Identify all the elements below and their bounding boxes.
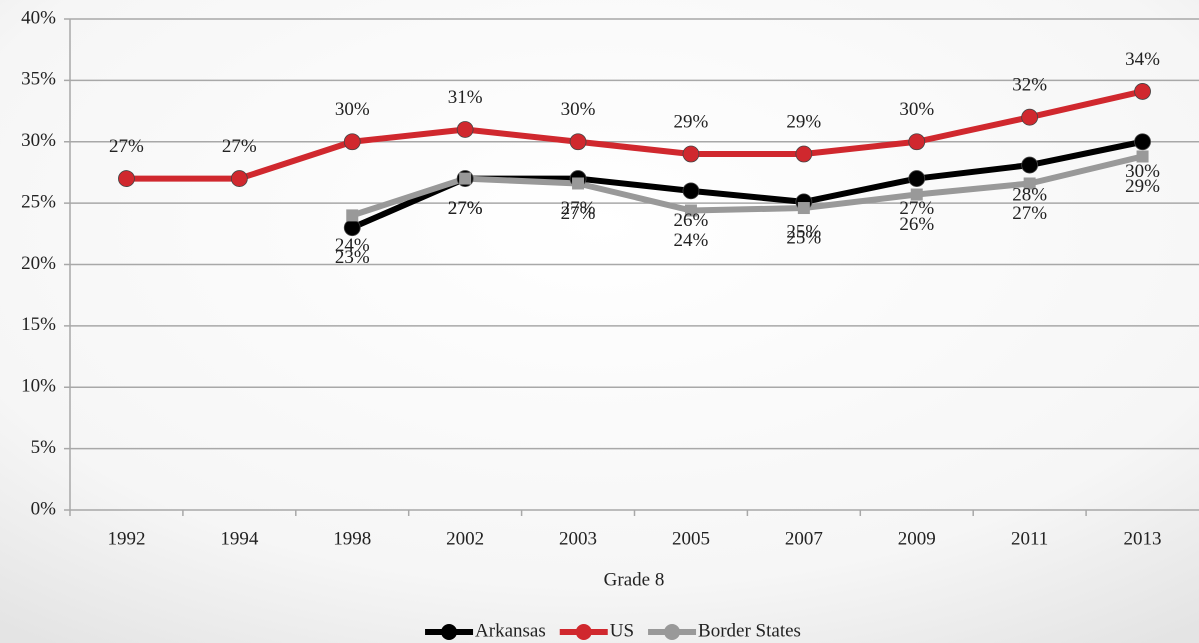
- marker: [795, 145, 813, 163]
- data-label: 28%: [1012, 184, 1047, 205]
- marker: [910, 188, 923, 201]
- x-tick-label: 2013: [1124, 528, 1162, 549]
- marker: [230, 170, 248, 187]
- data-label: 23%: [335, 247, 370, 268]
- marker: [118, 170, 135, 187]
- x-tick-label: 2011: [1011, 528, 1048, 549]
- marker: [1134, 133, 1151, 151]
- x-tick-label: 2003: [559, 528, 597, 549]
- marker: [343, 133, 361, 151]
- legend-marker: [441, 624, 458, 640]
- data-label: 30%: [561, 99, 596, 120]
- legend-item: Arkansas: [425, 620, 546, 641]
- x-tick-label: 1998: [333, 528, 371, 549]
- marker: [908, 133, 926, 151]
- data-label: 29%: [1125, 176, 1160, 197]
- data-label: 32%: [1012, 75, 1047, 96]
- x-tick-label: 2005: [672, 528, 710, 549]
- data-label: 27%: [561, 198, 596, 219]
- y-tick-label: 40%: [21, 7, 56, 28]
- y-tick-label: 15%: [21, 314, 56, 335]
- marker: [572, 177, 585, 190]
- marker: [569, 133, 587, 151]
- data-label: 34%: [1125, 49, 1160, 70]
- data-label: 27%: [1012, 203, 1047, 224]
- marker: [1023, 177, 1036, 190]
- y-tick-label: 20%: [21, 253, 56, 274]
- legend-marker: [575, 624, 592, 640]
- data-label: 24%: [335, 235, 370, 256]
- marker: [684, 204, 697, 217]
- marker: [682, 182, 700, 200]
- data-label: 25%: [786, 221, 821, 242]
- marker: [343, 219, 361, 237]
- legend-item: US: [559, 620, 634, 641]
- marker: [1021, 156, 1039, 174]
- y-tick-label: 10%: [21, 376, 56, 397]
- legend-item: Border States: [648, 620, 801, 641]
- y-tick-label: 0%: [31, 498, 57, 519]
- data-label: 24%: [674, 230, 709, 251]
- marker: [456, 121, 474, 138]
- data-label: 25%: [786, 227, 821, 248]
- data-label: 29%: [674, 111, 709, 132]
- data-label: 26%: [674, 210, 709, 231]
- legend-label: Arkansas: [475, 620, 546, 641]
- x-tick-label: 1992: [107, 528, 145, 549]
- marker: [1134, 83, 1151, 100]
- y-tick-label: 35%: [21, 69, 56, 90]
- marker: [797, 202, 810, 215]
- legend-label: Border States: [698, 620, 801, 641]
- x-tick-label: 2002: [446, 528, 484, 549]
- data-label: 27%: [448, 198, 483, 219]
- y-tick-label: 30%: [21, 130, 56, 151]
- data-label: 30%: [1125, 161, 1160, 182]
- marker: [459, 172, 472, 185]
- marker: [1136, 150, 1149, 163]
- marker: [682, 145, 700, 163]
- data-label: 26%: [899, 214, 934, 235]
- x-axis-title: Grade 8: [604, 569, 665, 590]
- data-label: 30%: [335, 99, 370, 120]
- legend-marker: [664, 624, 681, 640]
- series-line: [126, 88, 1144, 182]
- data-label: 27%: [448, 198, 483, 219]
- data-label: 27%: [109, 136, 144, 157]
- x-tick-label: 2007: [785, 528, 823, 549]
- marker: [346, 209, 359, 222]
- data-label: 29%: [786, 111, 821, 132]
- series-line: [351, 153, 1144, 219]
- legend-label: US: [610, 620, 634, 641]
- x-tick-label: 2009: [898, 528, 936, 549]
- y-tick-label: 5%: [31, 437, 57, 458]
- data-label: 27%: [899, 198, 934, 219]
- lines: [126, 88, 1144, 231]
- data-label: 30%: [899, 99, 934, 120]
- marker: [1021, 108, 1039, 126]
- data-label: 27%: [222, 136, 257, 157]
- x-tick-label: 1994: [220, 528, 259, 549]
- legend: Arkansas US Border States: [425, 620, 801, 641]
- data-label: 27%: [561, 203, 596, 224]
- marker: [908, 170, 926, 187]
- data-label: 31%: [448, 87, 483, 108]
- y-tick-label: 25%: [21, 191, 56, 212]
